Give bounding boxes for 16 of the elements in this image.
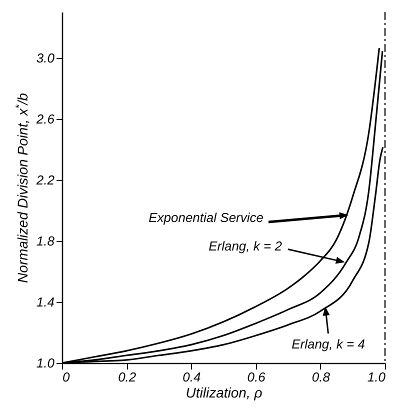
x-tick-label: 0.6: [247, 370, 266, 384]
x-tick-label: 1.0: [367, 370, 386, 384]
y-tick-label: 2.2: [35, 172, 56, 188]
annotation: Exponential Service: [148, 210, 264, 225]
annotation: Erlang, k = 4: [292, 336, 365, 352]
x-tick-label: 0: [62, 370, 70, 384]
y-tick-label: 1.8: [36, 233, 56, 248]
x-tick-label: 0.8: [312, 370, 331, 384]
x-tick-label: 0.2: [118, 370, 137, 384]
y-tick-label: 1.4: [36, 294, 54, 310]
y-tick-label: 3.0: [36, 50, 56, 66]
y-tick-label: 2.6: [35, 111, 56, 126]
x-axis-title: Utilization, ρ: [186, 384, 262, 400]
x-tick-label: 0.4: [182, 370, 201, 384]
annotation: Erlang, k = 2: [208, 238, 283, 254]
y-tick-label: 1.0: [36, 356, 56, 370]
